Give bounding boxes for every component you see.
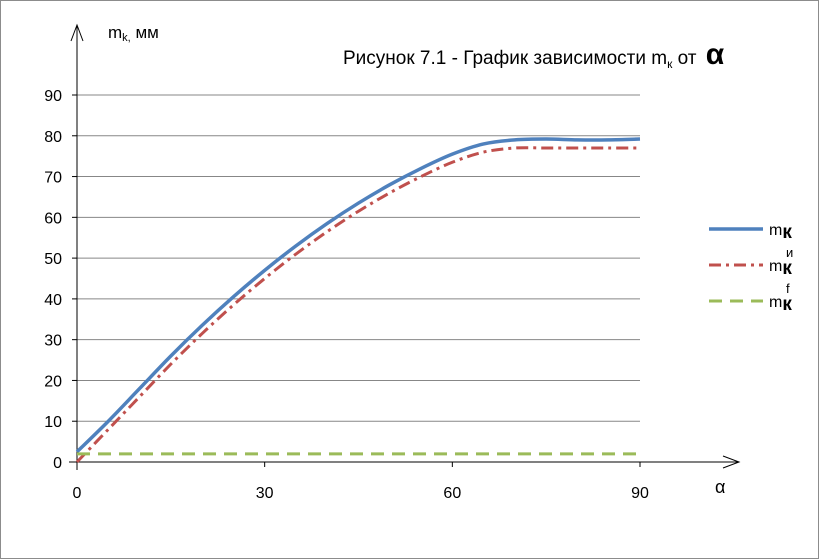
gridlines xyxy=(77,94,640,422)
legend-label-3: mк xyxy=(769,294,792,315)
y-tick-label-70: 70 xyxy=(44,170,62,187)
x-axis-arrow xyxy=(722,455,741,469)
y-tick-label-10: 10 xyxy=(44,414,62,431)
chart-title: Рисунок 7.1 - График зависимости mк от α xyxy=(343,38,725,71)
y-tick-label-50: 50 xyxy=(44,251,62,268)
legend-sup-2: и xyxy=(786,245,793,260)
series-line-1 xyxy=(75,137,641,454)
y-tick-label-20: 20 xyxy=(44,373,62,390)
y-axis-label: mk, мм xyxy=(108,23,159,44)
x-tick-label-0: 0 xyxy=(73,485,82,502)
y-tick-label-60: 60 xyxy=(44,210,62,227)
x-tick-label-60: 60 xyxy=(443,485,461,502)
y-tick-label-90: 90 xyxy=(44,88,62,105)
y-tick-labels: 0 10 20 30 40 50 60 70 80 90 xyxy=(44,88,62,472)
x-tick-label-90: 90 xyxy=(631,485,649,502)
y-tick-label-0: 0 xyxy=(53,455,62,472)
y-tick-label-80: 80 xyxy=(44,129,62,146)
legend-sup-3: f xyxy=(786,281,790,296)
legend-label-2: mк xyxy=(769,258,792,279)
x-axis-label: α xyxy=(715,477,725,497)
legend-label-1: mк xyxy=(769,222,792,243)
y-axis-arrow xyxy=(70,23,84,42)
y-tick-label-30: 30 xyxy=(44,333,62,350)
series-lines xyxy=(75,137,641,464)
x-tick-label-30: 30 xyxy=(256,485,274,502)
axes xyxy=(69,23,741,470)
y-tick-label-40: 40 xyxy=(44,292,62,309)
series-line-2 xyxy=(75,146,640,464)
x-tick-labels: 0 30 60 90 xyxy=(73,485,649,502)
